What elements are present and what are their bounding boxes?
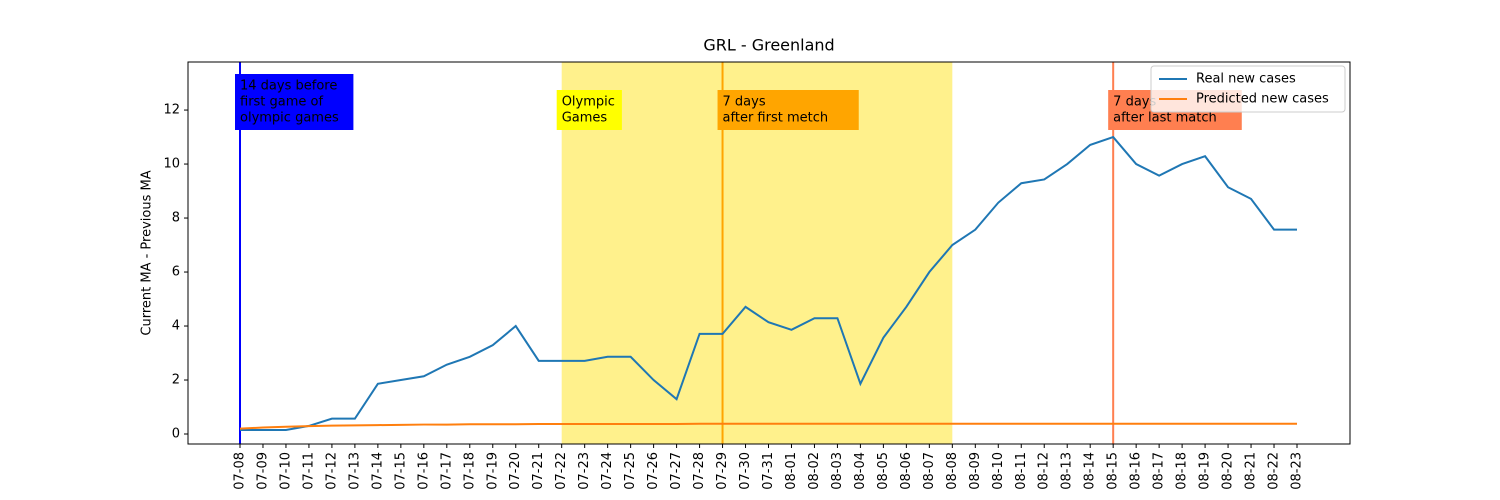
x-tick-label: 07-29 — [715, 452, 730, 490]
x-tick-label: 07-11 — [301, 452, 316, 490]
x-tick-label: 08-09 — [968, 452, 983, 490]
x-tick-label: 07-13 — [347, 452, 362, 490]
x-tick-label: 08-05 — [876, 452, 891, 490]
x-tick-label: 08-02 — [807, 452, 822, 490]
series-line — [239, 422, 1297, 430]
annotation-box — [235, 74, 354, 130]
x-tick-label: 08-10 — [991, 452, 1006, 490]
x-tick-label: 08-07 — [922, 452, 937, 490]
x-tick-label: 08-13 — [1060, 452, 1075, 490]
x-tick-label: 07-18 — [462, 452, 477, 490]
x-tick-label: 08-03 — [830, 452, 845, 490]
annotation-text: Olympic — [562, 95, 615, 110]
x-tick-label: 07-27 — [669, 452, 684, 490]
x-tick-label: 07-15 — [393, 452, 408, 490]
legend-box — [1150, 65, 1346, 113]
x-tick-label: 08-14 — [1083, 452, 1098, 490]
x-tick-label: 07-30 — [738, 452, 753, 490]
annotation-box — [556, 90, 622, 130]
x-tick-label: 07-24 — [600, 452, 615, 490]
x-tick-label: 07-09 — [255, 452, 270, 490]
x-tick-label: 07-23 — [577, 452, 592, 490]
x-tick-label: 08-21 — [1244, 452, 1259, 490]
y-tick-label: 12 — [163, 103, 180, 118]
x-tick-label: 08-16 — [1129, 452, 1144, 490]
x-tick-label: 07-28 — [692, 452, 707, 490]
legend-label: Predicted new cases — [1196, 92, 1329, 107]
x-tick-label: 08-15 — [1106, 452, 1121, 490]
annotation-box — [717, 90, 859, 130]
legend-label: Real new cases — [1196, 72, 1296, 87]
x-tick-label: 07-12 — [324, 452, 339, 490]
y-tick-label: 4 — [172, 319, 180, 334]
annotation-text: first game of — [240, 95, 324, 110]
x-tick-label: 07-08 — [233, 452, 248, 490]
x-tick-label: 08-20 — [1221, 452, 1236, 490]
annotation-text: 14 days before — [240, 79, 337, 94]
x-tick-label: 07-22 — [554, 452, 569, 490]
x-tick-label: 08-04 — [853, 452, 868, 490]
y-tick-label: 8 — [172, 211, 180, 226]
x-tick-label: 08-19 — [1198, 452, 1213, 490]
annotation-text: olympic games — [240, 111, 339, 126]
x-tick-label: 08-11 — [1014, 452, 1029, 490]
annotation-text: Games — [562, 111, 608, 126]
x-tick-label: 08-06 — [899, 452, 914, 490]
x-tick-label: 08-23 — [1290, 452, 1305, 490]
x-tick-label: 07-16 — [416, 452, 431, 490]
y-tick-label: 0 — [172, 427, 180, 442]
y-tick-label: 10 — [163, 157, 180, 172]
x-tick-label: 08-12 — [1037, 452, 1052, 490]
x-tick-label: 07-19 — [485, 452, 500, 490]
series-line — [240, 135, 1297, 431]
x-tick-label: 07-14 — [370, 452, 385, 490]
x-tick-label: 07-31 — [761, 452, 776, 490]
plot-frame — [187, 61, 1351, 445]
annotation-text: 7 days — [1113, 95, 1156, 110]
x-tick-label: 07-21 — [531, 452, 546, 490]
y-axis-label: Current MA - Previous MA — [140, 170, 155, 335]
x-tick-label: 07-10 — [278, 452, 293, 490]
x-tick-label: 08-22 — [1267, 452, 1282, 490]
annotation-text: after last match — [1113, 111, 1217, 126]
x-tick-label: 08-18 — [1175, 452, 1190, 490]
x-tick-label: 07-20 — [508, 452, 523, 490]
x-tick-label: 07-26 — [646, 452, 661, 490]
x-tick-label: 08-08 — [945, 452, 960, 490]
y-tick-label: 2 — [172, 373, 180, 388]
x-tick-label: 07-25 — [623, 452, 638, 490]
annotation-text: 7 days — [723, 95, 766, 110]
x-tick-label: 08-01 — [784, 452, 799, 490]
annotation-text: after first metch — [723, 111, 829, 126]
x-tick-label: 07-17 — [439, 452, 454, 490]
y-tick-label: 6 — [172, 265, 180, 280]
x-tick-label: 08-17 — [1152, 452, 1167, 490]
chart-title: GRL - Greenland — [703, 36, 834, 55]
